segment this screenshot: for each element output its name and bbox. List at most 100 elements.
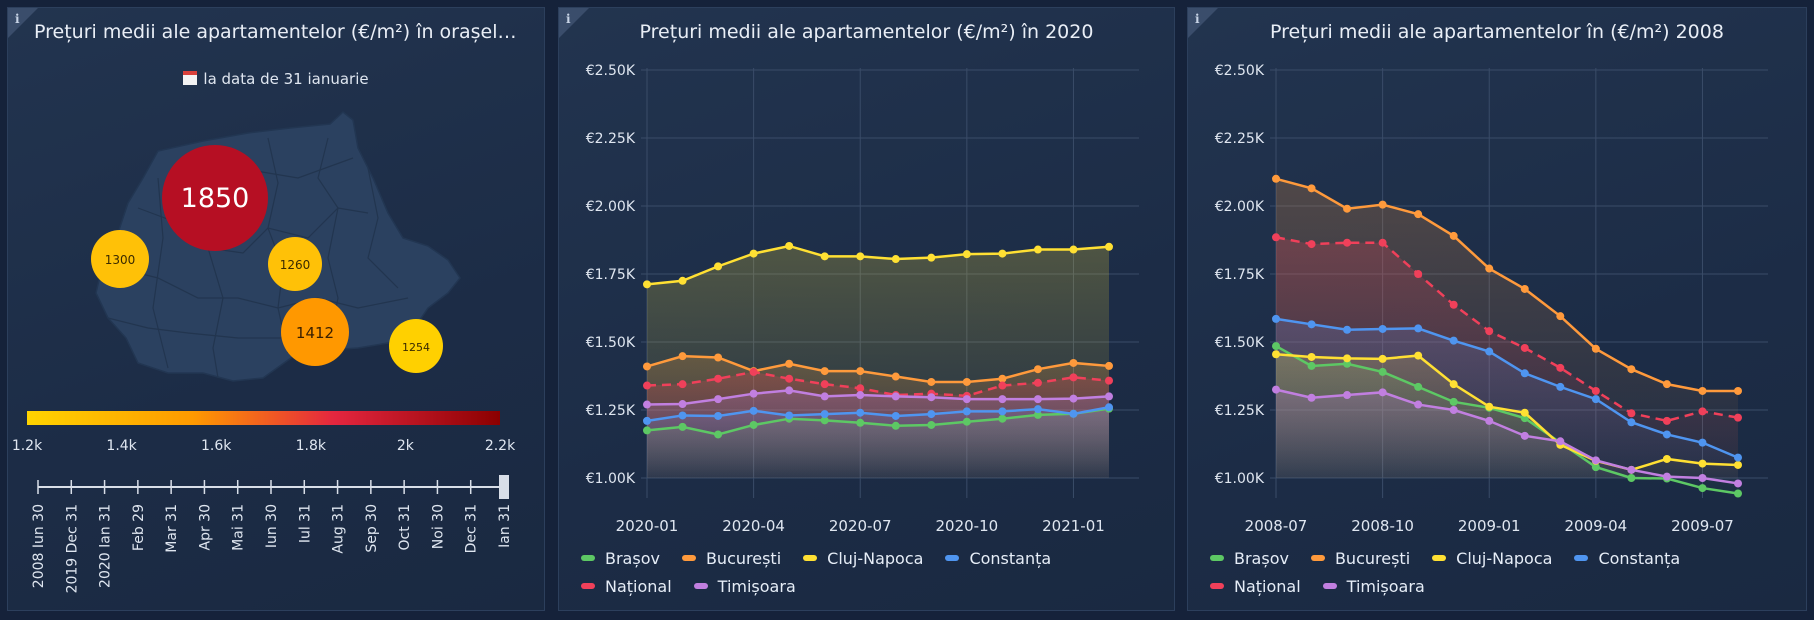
- series-line[interactable]: [646, 244, 1110, 286]
- map-bubble[interactable]: 1254: [389, 319, 443, 373]
- data-point[interactable]: [714, 374, 723, 383]
- data-point[interactable]: [820, 416, 829, 425]
- timeline-label[interactable]: Mai 31: [231, 504, 247, 551]
- data-point[interactable]: [1449, 380, 1458, 389]
- timeline-label[interactable]: Feb 29: [131, 504, 147, 551]
- timeline-label[interactable]: 2020 Ian 31: [98, 504, 114, 588]
- series-line[interactable]: [1275, 388, 1739, 485]
- data-point[interactable]: [1449, 300, 1458, 309]
- data-point[interactable]: [785, 386, 794, 395]
- data-point[interactable]: [749, 367, 758, 376]
- data-point[interactable]: [1378, 354, 1387, 363]
- data-point[interactable]: [1105, 392, 1113, 401]
- info-icon[interactable]: i: [15, 12, 20, 26]
- data-point[interactable]: [927, 377, 936, 386]
- data-point[interactable]: [1033, 378, 1042, 387]
- data-point[interactable]: [856, 252, 865, 261]
- data-point[interactable]: [927, 420, 936, 429]
- data-point[interactable]: [1307, 320, 1316, 329]
- data-point[interactable]: [714, 411, 723, 420]
- series-Național[interactable]: [1272, 233, 1742, 425]
- map-bubble[interactable]: 1260: [268, 237, 322, 291]
- data-point[interactable]: [962, 417, 971, 426]
- data-point[interactable]: [998, 374, 1007, 383]
- data-point[interactable]: [1698, 459, 1707, 468]
- data-point[interactable]: [1627, 365, 1636, 374]
- data-point[interactable]: [785, 359, 794, 368]
- data-point[interactable]: [1378, 324, 1387, 333]
- data-point[interactable]: [1414, 351, 1423, 360]
- data-point[interactable]: [1343, 325, 1352, 334]
- data-point[interactable]: [1520, 431, 1529, 440]
- data-point[interactable]: [1627, 418, 1636, 427]
- data-point[interactable]: [1591, 395, 1600, 404]
- timeline-handle[interactable]: [499, 475, 509, 499]
- data-point[interactable]: [820, 392, 829, 401]
- data-point[interactable]: [820, 367, 829, 376]
- data-point[interactable]: [856, 384, 865, 393]
- legend-item[interactable]: Brașov: [581, 548, 660, 568]
- data-point[interactable]: [1449, 336, 1458, 345]
- data-point[interactable]: [1698, 474, 1707, 482]
- data-point[interactable]: [1627, 474, 1636, 482]
- data-point[interactable]: [1378, 238, 1387, 247]
- data-point[interactable]: [785, 241, 794, 250]
- map-bubble[interactable]: 1300: [91, 230, 149, 288]
- data-point[interactable]: [856, 408, 865, 417]
- data-point[interactable]: [643, 426, 651, 435]
- data-point[interactable]: [785, 411, 794, 420]
- data-point[interactable]: [1734, 413, 1742, 422]
- data-point[interactable]: [1272, 314, 1280, 323]
- data-point[interactable]: [1307, 240, 1316, 249]
- data-point[interactable]: [1591, 463, 1600, 472]
- legend-item[interactable]: Constanța: [945, 548, 1051, 568]
- legend-item[interactable]: Timișoara: [1322, 576, 1425, 596]
- data-point[interactable]: [678, 380, 687, 389]
- series-line[interactable]: [1275, 317, 1739, 459]
- data-point[interactable]: [643, 381, 651, 390]
- legend-item[interactable]: Timișoara: [693, 576, 796, 596]
- data-point[interactable]: [927, 393, 936, 402]
- data-point[interactable]: [1556, 363, 1565, 372]
- data-point[interactable]: [749, 420, 758, 429]
- data-point[interactable]: [1343, 354, 1352, 363]
- map-bubble[interactable]: 1850: [162, 145, 268, 251]
- data-point[interactable]: [1272, 342, 1280, 351]
- data-point[interactable]: [1485, 264, 1494, 273]
- series-Constanța[interactable]: [643, 403, 1113, 425]
- data-point[interactable]: [1033, 395, 1042, 404]
- data-point[interactable]: [714, 262, 723, 271]
- data-point[interactable]: [643, 362, 651, 371]
- data-point[interactable]: [891, 392, 900, 401]
- data-point[interactable]: [1520, 343, 1529, 352]
- data-point[interactable]: [820, 380, 829, 389]
- data-point[interactable]: [1485, 327, 1494, 336]
- timeline-label[interactable]: Oct 31: [397, 504, 413, 550]
- data-point[interactable]: [891, 372, 900, 381]
- legend-item[interactable]: București: [1310, 548, 1410, 568]
- data-point[interactable]: [1520, 284, 1529, 293]
- data-point[interactable]: [998, 414, 1007, 423]
- data-point[interactable]: [1734, 453, 1742, 462]
- data-point[interactable]: [1449, 406, 1458, 414]
- legend-item[interactable]: Național: [1210, 576, 1301, 596]
- data-point[interactable]: [1662, 416, 1671, 425]
- legend-item[interactable]: Brașov: [1210, 548, 1289, 568]
- data-point[interactable]: [749, 389, 758, 398]
- data-point[interactable]: [1307, 361, 1316, 370]
- info-icon[interactable]: i: [1195, 12, 1200, 26]
- data-point[interactable]: [1520, 369, 1529, 378]
- series-Național[interactable]: [643, 367, 1113, 400]
- timeline-label[interactable]: Aug 31: [331, 504, 347, 554]
- data-point[interactable]: [1069, 409, 1078, 418]
- data-point[interactable]: [1591, 386, 1600, 395]
- data-point[interactable]: [998, 249, 1007, 258]
- data-point[interactable]: [678, 411, 687, 420]
- data-point[interactable]: [1485, 402, 1494, 411]
- series-line[interactable]: [1275, 177, 1738, 393]
- data-point[interactable]: [1069, 394, 1078, 403]
- data-point[interactable]: [1069, 373, 1078, 382]
- data-point[interactable]: [998, 381, 1007, 390]
- data-point[interactable]: [962, 377, 971, 386]
- data-point[interactable]: [1485, 416, 1494, 425]
